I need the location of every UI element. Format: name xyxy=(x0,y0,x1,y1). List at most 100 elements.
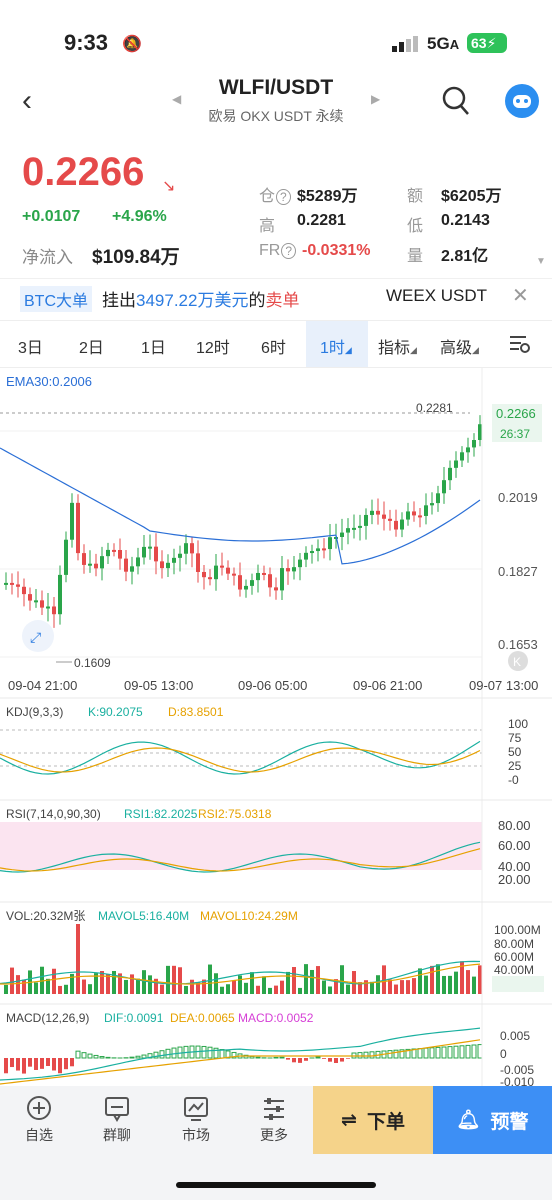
close-icon[interactable]: ✕ xyxy=(512,285,529,307)
macd-dea-line xyxy=(0,1039,481,1085)
macd-tick: -0.005 xyxy=(500,1063,534,1077)
macd-bar xyxy=(40,1058,44,1069)
volume-bar xyxy=(322,980,326,994)
ticker-badge: BTC大单 xyxy=(20,286,93,312)
macd-bar xyxy=(10,1058,14,1068)
candle-body xyxy=(412,511,416,516)
news-ticker[interactable] xyxy=(0,278,552,316)
volume-bar xyxy=(106,973,110,994)
candle-body xyxy=(124,558,128,572)
kdj-d-line xyxy=(0,747,481,773)
arrow-down-right-icon: ↘ xyxy=(162,178,176,195)
amount-value: $6205万 xyxy=(441,188,502,205)
volume-bar xyxy=(340,965,344,994)
volume-bar xyxy=(376,975,380,994)
alert-button[interactable]: 🔔︎ 预警 xyxy=(433,1086,552,1154)
page-title[interactable]: WLFI/USDT xyxy=(218,76,334,99)
tab-advanced[interactable]: 高级◢ xyxy=(440,340,479,357)
candle-body xyxy=(424,505,428,516)
candle-body xyxy=(454,460,458,468)
expand-icon xyxy=(22,620,54,652)
volume-bar xyxy=(262,976,266,994)
tab-1d[interactable]: 1日 xyxy=(141,340,166,357)
next-pair-icon[interactable]: ▶ xyxy=(371,92,381,106)
volume-bar xyxy=(394,984,398,994)
price-tick: 0.2019 xyxy=(498,490,538,505)
tab-3d[interactable]: 3日 xyxy=(18,340,43,357)
tab-2d[interactable]: 2日 xyxy=(79,340,104,357)
macd-bar xyxy=(243,1054,249,1059)
macd-label: MACD(12,26,9) xyxy=(6,1011,89,1025)
prev-pair-icon[interactable]: ◀ xyxy=(172,92,182,106)
mavol5-line xyxy=(0,960,481,985)
volume-bar xyxy=(232,980,236,994)
volume-bar xyxy=(220,986,224,994)
mavol5-label: MAVOL5:16.40M xyxy=(98,909,189,923)
macd-dif-line xyxy=(0,1027,481,1081)
candle-body xyxy=(178,553,182,558)
tab-1h[interactable]: 1时◢ xyxy=(320,340,352,357)
candle-body xyxy=(88,563,92,566)
macd-bar xyxy=(393,1049,399,1059)
macd-bar xyxy=(298,1058,302,1063)
macd-bar xyxy=(255,1056,261,1059)
macd-bar xyxy=(471,1044,477,1059)
vol-tick: 60.00M xyxy=(494,950,534,964)
battery-icon: 63 ⚡ xyxy=(467,33,507,53)
nav-watchlist[interactable]: 自选 xyxy=(9,1095,69,1145)
info-icon[interactable]: ? xyxy=(276,189,291,205)
expand-icon-glyph: ⤢ xyxy=(30,629,41,645)
candle-body xyxy=(346,528,350,533)
network-label: 5GA xyxy=(427,34,460,53)
volume-bar xyxy=(478,965,482,994)
candle-body xyxy=(256,572,260,581)
macd-bar xyxy=(417,1048,423,1059)
nav-more[interactable]: 更多 xyxy=(244,1095,304,1145)
kdj-k-line xyxy=(0,740,481,775)
volume-bar xyxy=(52,968,56,994)
macd-bar xyxy=(219,1049,225,1059)
macd-tick: 0 xyxy=(500,1047,507,1061)
expand-stats-icon[interactable]: ▼ xyxy=(536,256,546,267)
chat-icon xyxy=(105,1097,129,1122)
high-label: 高 xyxy=(259,218,276,235)
kdj-tick: 25 xyxy=(508,759,522,773)
volume-bar xyxy=(400,980,404,994)
candle-body xyxy=(118,549,122,559)
vol-current-box xyxy=(492,976,544,992)
volume-bar xyxy=(328,986,332,994)
macd-bar xyxy=(441,1046,447,1059)
volume-bar xyxy=(10,967,14,994)
nav-market[interactable]: 市场 xyxy=(166,1095,226,1145)
swap-icon: ⇌ xyxy=(341,1109,357,1131)
candle-body xyxy=(382,514,386,519)
candle-body xyxy=(46,606,50,609)
volume-bar xyxy=(184,985,188,994)
ticker-message-2[interactable]: WEEX USDT xyxy=(386,286,488,305)
volume-bar xyxy=(202,979,206,994)
candle-body xyxy=(226,567,230,574)
info-icon[interactable]: ? xyxy=(281,243,297,259)
macd-bar xyxy=(75,1050,81,1059)
chart-settings-icon[interactable] xyxy=(509,334,531,354)
volume-bar xyxy=(406,980,410,994)
tab-6h[interactable]: 6时 xyxy=(261,340,286,357)
chevron-left-icon[interactable]: ‹ xyxy=(22,84,32,117)
robot-avatar-icon[interactable] xyxy=(505,84,539,118)
search-icon[interactable] xyxy=(442,86,470,116)
tab-12h[interactable]: 12时 xyxy=(196,340,230,357)
volume-bar xyxy=(388,979,392,994)
ticker-message[interactable]: 挂出3497.22万美元的卖单 xyxy=(102,291,300,310)
order-button[interactable]: ⇌ 下单 xyxy=(313,1086,433,1154)
candle-body xyxy=(244,585,248,590)
candle-body xyxy=(232,573,236,576)
rsi2-line xyxy=(0,848,481,872)
kdj-k-label: K:90.2075 xyxy=(88,705,143,719)
tab-indicators[interactable]: 指标◢ xyxy=(378,340,417,357)
macd-bar xyxy=(105,1056,111,1059)
kline-chart[interactable]: EMA30:0.2006 0.2281 0.1609 0.2266 26:37 0.201… xyxy=(0,368,552,1086)
macd-bar xyxy=(22,1058,26,1074)
candle-body xyxy=(184,543,188,554)
nav-chat[interactable]: 群聊 xyxy=(87,1095,147,1145)
volume-bar xyxy=(280,980,284,994)
